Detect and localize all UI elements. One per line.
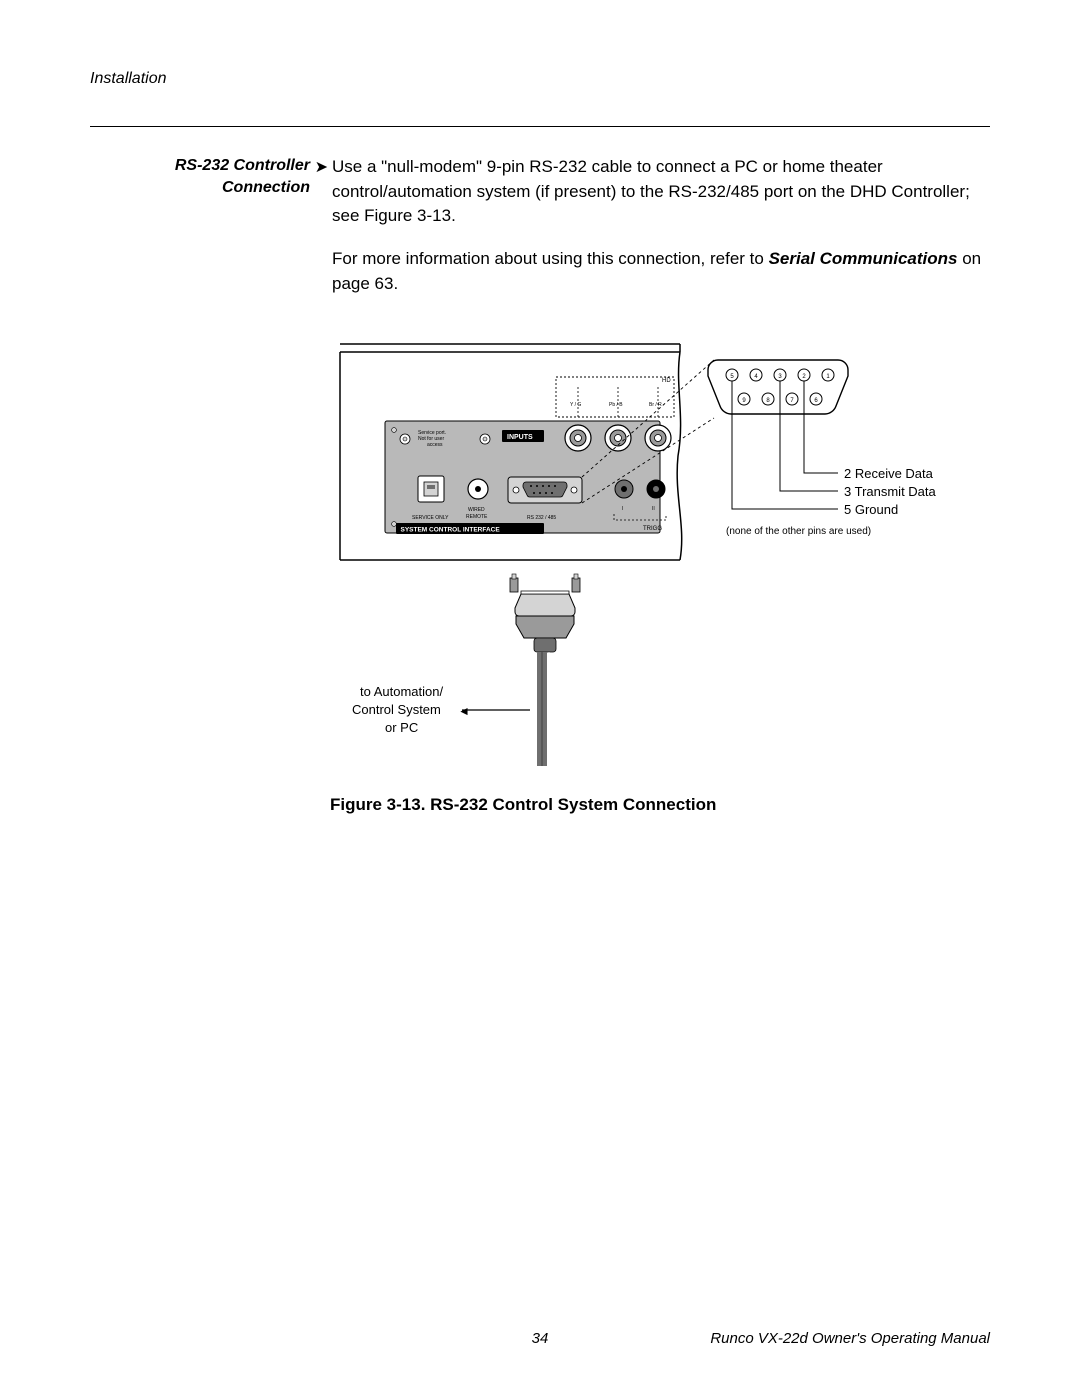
- svg-text:5: 5: [730, 374, 734, 380]
- svg-text:3: 3: [778, 374, 782, 380]
- rca-yg: Y / G: [565, 386, 591, 451]
- page-number: 34: [390, 1330, 690, 1347]
- sidebar-heading: ➤ RS-232 Controller Connection: [90, 155, 310, 314]
- svg-text:or PC: or PC: [385, 720, 418, 735]
- section-header: Installation: [90, 70, 990, 88]
- arrow-icon: ➤: [315, 157, 328, 179]
- page-footer: 34 Runco VX-22d Owner's Operating Manual: [0, 1330, 1080, 1347]
- svg-text:9: 9: [742, 398, 746, 404]
- svg-text:access: access: [427, 442, 443, 448]
- svg-text:2: 2: [802, 374, 806, 380]
- svg-text:6: 6: [814, 398, 818, 404]
- figure: HD Y / G Pb / B: [330, 326, 990, 815]
- manual-title: Runco VX-22d Owner's Operating Manual: [690, 1330, 990, 1347]
- svg-text:8: 8: [766, 398, 770, 404]
- rca-brr: Br / R: [645, 386, 671, 451]
- svg-text:to Automation/: to Automation/: [360, 684, 443, 699]
- para2-lead: For more information about using this co…: [332, 249, 769, 268]
- svg-text:3 Transmit Data: 3 Transmit Data: [844, 484, 937, 499]
- hd-label: HD: [662, 378, 671, 384]
- svg-text:WIRED: WIRED: [468, 507, 485, 513]
- sidebar-title-l1: RS-232 Controller: [175, 157, 310, 174]
- svg-text:II: II: [652, 506, 655, 512]
- svg-text:2 Receive Data: 2 Receive Data: [844, 466, 934, 481]
- svg-text:Control System: Control System: [352, 702, 441, 717]
- content-row: ➤ RS-232 Controller Connection Use a "nu…: [90, 155, 990, 314]
- figure-caption: Figure 3-13. RS-232 Control System Conne…: [330, 795, 990, 815]
- svg-text:Y / G: Y / G: [570, 402, 581, 408]
- svg-text:TRIGG: TRIGG: [643, 526, 662, 532]
- svg-text:5 Ground: 5 Ground: [844, 502, 898, 517]
- svg-text:I: I: [622, 506, 623, 512]
- svg-text:Pb / B: Pb / B: [609, 402, 623, 408]
- rca-pbb: Pb / B: [605, 386, 631, 451]
- svg-text:7: 7: [790, 398, 794, 404]
- svg-text:4: 4: [754, 374, 758, 380]
- svg-text:INPUTS: INPUTS: [507, 434, 533, 441]
- cable-connector: [510, 574, 580, 766]
- pinout-diagram: 5 4 3 2 1 9 8 7 6: [708, 360, 937, 537]
- manual-page: Installation ➤ RS-232 Controller Connect…: [0, 0, 1080, 1397]
- svg-text:(none of the other pins are us: (none of the other pins are used): [726, 526, 871, 537]
- sidebar-title-l2: Connection: [222, 179, 310, 196]
- svg-text:SERVICE ONLY: SERVICE ONLY: [412, 515, 449, 521]
- svg-text:RS 232 / 485: RS 232 / 485: [527, 515, 556, 521]
- usb-b-port: SERVICE ONLY: [412, 476, 449, 521]
- paragraph-2: For more information about using this co…: [332, 247, 990, 296]
- svg-text:SYSTEM CONTROL INTERFACE: SYSTEM CONTROL INTERFACE: [401, 527, 501, 534]
- para2-bold: Serial Communications: [769, 249, 958, 268]
- body-text: Use a "null-modem" 9-pin RS-232 cable to…: [332, 155, 990, 314]
- svg-text:REMOTE: REMOTE: [466, 514, 488, 520]
- svg-text:◄: ◄: [458, 704, 470, 718]
- svg-text:1: 1: [826, 374, 830, 380]
- figure-svg: HD Y / G Pb / B: [330, 326, 1010, 766]
- header-rule: [90, 126, 990, 127]
- paragraph-1: Use a "null-modem" 9-pin RS-232 cable to…: [332, 155, 990, 229]
